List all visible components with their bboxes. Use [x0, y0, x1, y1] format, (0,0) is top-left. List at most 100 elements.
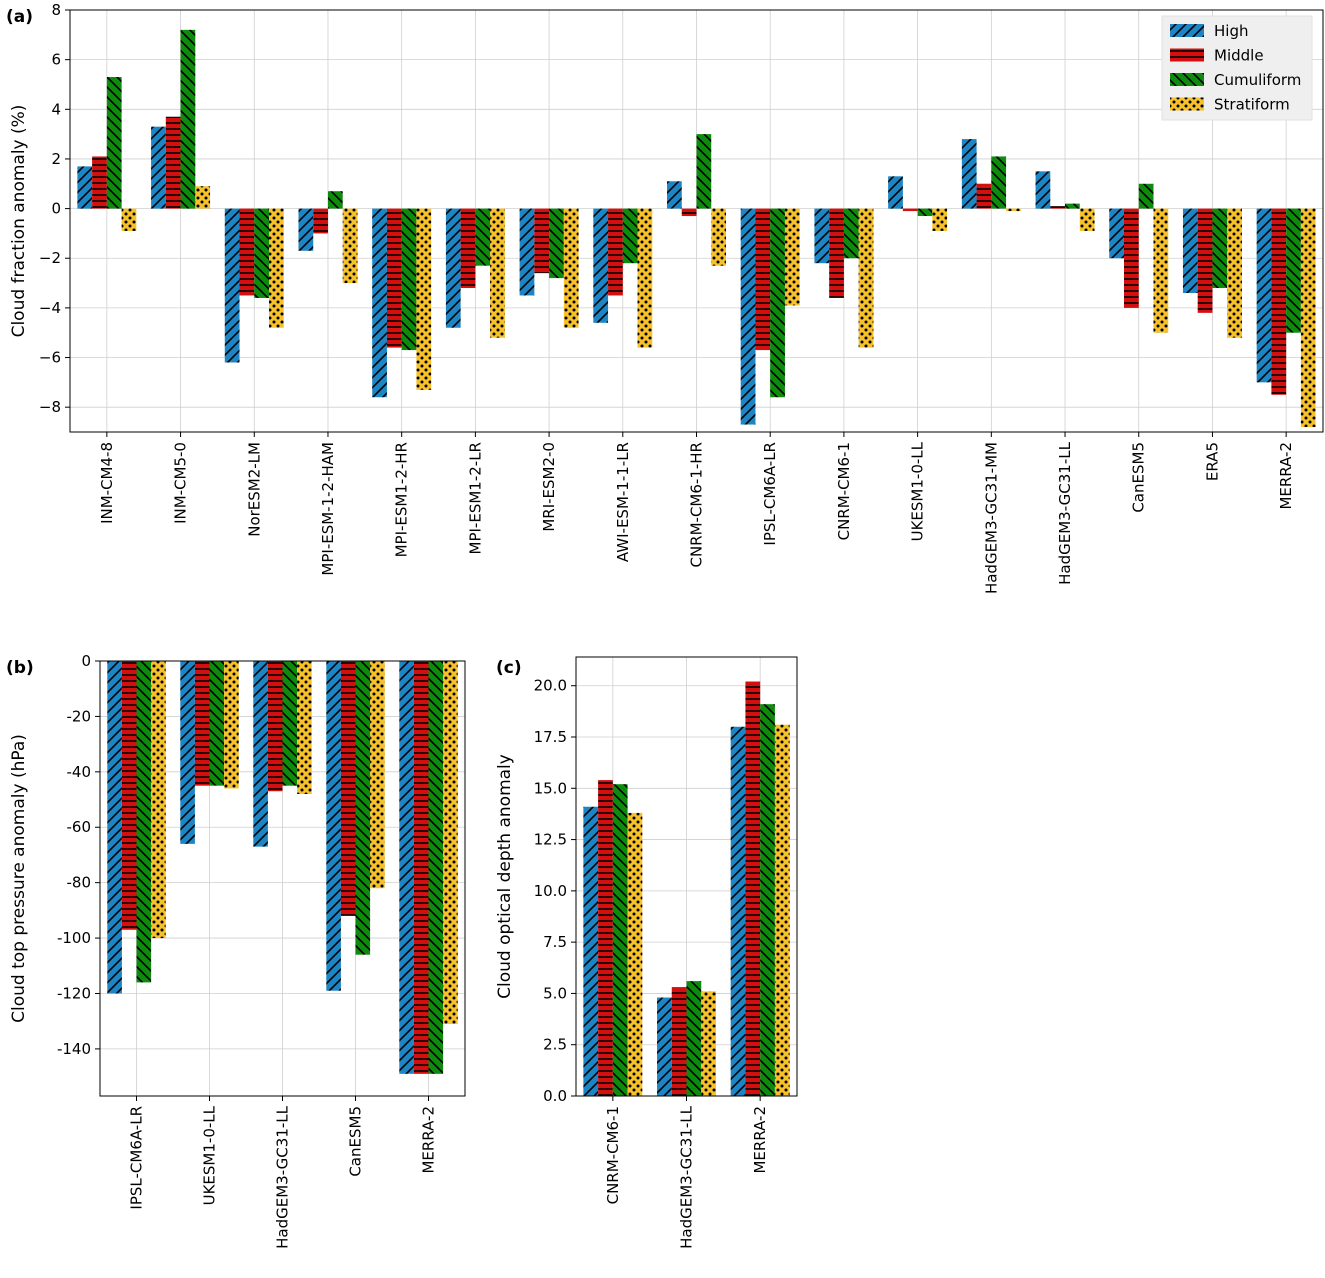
bar-stratiform-merra-2 [443, 661, 458, 1024]
bar-high-hadgem3-gc31-ll [657, 997, 672, 1096]
bar-high-cnrm-cm6-1 [814, 208, 830, 264]
x-tick-label-ipsl-cm6a-lr: IPSL-CM6A-LR [128, 1106, 146, 1210]
bar-middle-era5 [1197, 208, 1213, 313]
bars [107, 661, 458, 1074]
bar-high-hadgem3-gc31-ll [253, 661, 268, 847]
bar-high-awi-esm-1-1-lr [593, 208, 609, 323]
y-tick-label: -20 [67, 707, 92, 725]
bar-cumuliform-era5 [1212, 208, 1228, 289]
bar-middle-merra-2 [745, 681, 761, 1096]
bar-middle-inm-cm5-0 [165, 116, 181, 209]
x-tick-label-hadgem3-gc31-ll: HadGEM3-GC31-LL [274, 1105, 292, 1248]
x-tick-label-mpi-esm1-2-hr: MPI-ESM1-2-HR [393, 442, 411, 557]
y-tick-label: 2.5 [543, 1036, 567, 1054]
y-tick-label: -80 [67, 874, 92, 892]
bar-stratiform-canesm5 [370, 661, 385, 889]
x-tick-label-canesm5: CanESM5 [1130, 442, 1148, 513]
y-tick-label: 2 [51, 150, 61, 168]
legend-label-middle: Middle [1214, 47, 1264, 65]
bar-stratiform-mri-esm2-0 [563, 208, 579, 328]
bar-middle-hadgem3-gc31-ll [671, 987, 687, 1096]
bar-cumuliform-ukesm1-0-ll [917, 208, 933, 217]
bar-middle-cnrm-cm6-1 [829, 208, 844, 298]
bar-middle-mpi-esm-1-2-ham [313, 208, 328, 234]
x-tick-label-mri-esm2-0: MRI-ESM2-0 [540, 442, 558, 532]
bar-cumuliform-mpi-esm1-2-lr [475, 208, 491, 266]
bar-cumuliform-canesm5 [355, 661, 371, 955]
y-tick-label: 4 [51, 100, 61, 118]
bar-high-mpi-esm1-2-hr [372, 208, 387, 398]
bar-middle-ipsl-cm6a-lr [121, 661, 137, 930]
bar-stratiform-merra-2 [774, 724, 790, 1096]
y-tick-label: −2 [39, 249, 61, 267]
y-tick-label: 0 [51, 200, 61, 218]
x-tick-label-merra-2: MERRA-2 [751, 1106, 769, 1174]
x-tick-label-mpi-esm1-2-lr: MPI-ESM1-2-LR [466, 442, 484, 554]
bar-stratiform-ukesm1-0-ll [224, 661, 239, 789]
bar-high-inm-cm4-8 [77, 166, 93, 209]
x-tick-label-hadgem3-gc31-ll: HadGEM3-GC31-LL [678, 1105, 696, 1248]
y-tick-label: 17.5 [534, 728, 567, 746]
bar-stratiform-ukesm1-0-ll [932, 208, 948, 231]
bar-cumuliform-merra-2 [428, 661, 444, 1074]
bar-high-mri-esm2-0 [519, 208, 535, 296]
bar-stratiform-cnrm-cm6-1-hr [711, 208, 726, 266]
bar-middle-mpi-esm1-2-lr [460, 208, 476, 289]
bar-high-inm-cm5-0 [151, 126, 166, 209]
bar-stratiform-canesm5 [1153, 208, 1169, 333]
bar-stratiform-hadgem3-gc31-mm [1006, 208, 1021, 212]
bar-cumuliform-cnrm-cm6-1 [843, 208, 859, 259]
bar-stratiform-hadgem3-gc31-ll [297, 661, 312, 794]
bar-stratiform-mpi-esm1-2-hr [416, 208, 432, 390]
bar-middle-merra-2 [413, 661, 429, 1074]
y-tick-label: −6 [39, 349, 61, 367]
bar-stratiform-noresm2-lm [269, 208, 284, 328]
x-tick-label-awi-esm-1-1-lr: AWI-ESM-1-1-LR [614, 442, 632, 562]
x-tick-label-merra-2: MERRA-2 [420, 1106, 438, 1174]
x-axis: INM-CM4-8 INM-CM5-0 NorESM2-LM MPI-ESM-1-2-… [98, 432, 1295, 594]
bar-stratiform-era5 [1227, 208, 1242, 338]
bar-cumuliform-canesm5 [1138, 183, 1154, 209]
bar-high-mpi-esm1-2-lr [445, 208, 461, 328]
y-axis: −8 −6 −4 −2 0 2 4 6 8 [39, 1, 70, 416]
panel-c: 0.0 2.5 5.0 7.5 10.0 12.5 15.0 17.5 20.0 CNRM-CM6… [495, 656, 798, 1249]
bar-cumuliform-hadgem3-gc31-ll [282, 661, 298, 786]
x-tick-label-era5: ERA5 [1203, 442, 1221, 481]
bar-high-merra-2 [1256, 208, 1272, 383]
x-tick-label-inm-cm5-0: INM-CM5-0 [172, 442, 190, 524]
bar-cumuliform-cnrm-cm6-1 [612, 784, 628, 1096]
y-tick-label: -100 [57, 929, 91, 947]
bar-cumuliform-hadgem3-gc31-ll [686, 981, 702, 1096]
bar-middle-ukesm1-0-ll [194, 661, 210, 786]
bar-cumuliform-hadgem3-gc31-ll [1065, 203, 1080, 209]
legend-swatch-middle [1170, 48, 1204, 62]
panel-label: (b) [6, 658, 34, 678]
bar-middle-cnrm-cm6-1 [598, 780, 613, 1096]
bar-middle-mri-esm2-0 [534, 208, 550, 274]
x-tick-label-hadgem3-gc31-ll: HadGEM3-GC31-LL [1056, 441, 1074, 584]
legend: High Middle Cumuliform Stratiform [1161, 15, 1313, 121]
x-axis: CNRM-CM6-1 HadGEM3-GC31-LL MERRA-2 [604, 1096, 769, 1249]
bar-cumuliform-mri-esm2-0 [549, 208, 564, 279]
bar-stratiform-mpi-esm1-2-lr [490, 208, 505, 338]
y-tick-label: 5.0 [543, 984, 567, 1002]
legend-label-high: High [1214, 22, 1248, 40]
bar-high-merra-2 [730, 726, 746, 1096]
y-tick-label: -60 [67, 818, 92, 836]
y-tick-label: 15.0 [534, 779, 567, 797]
y-axis: 0.0 2.5 5.0 7.5 10.0 12.5 15.0 17.5 20.0 [534, 677, 576, 1105]
bars [77, 29, 1316, 428]
bar-cumuliform-cnrm-cm6-1-hr [696, 134, 712, 209]
bar-cumuliform-awi-esm-1-1-lr [622, 208, 638, 264]
legend-swatch-high [1170, 24, 1204, 37]
x-tick-label-merra-2: MERRA-2 [1277, 442, 1295, 510]
bar-high-ukesm1-0-ll [180, 661, 195, 844]
panel-a: −8 −6 −4 −2 0 2 4 6 8 INM-CM4-8 INM-CM5-0 NorESM2-L… [6, 1, 1324, 594]
y-tick-label: 6 [51, 51, 61, 69]
y-tick-label: 0 [81, 652, 91, 670]
y-tick-label: 8 [51, 1, 61, 19]
bar-middle-ukesm1-0-ll [902, 208, 918, 212]
bar-middle-merra-2 [1271, 208, 1287, 395]
y-tick-label: -120 [57, 984, 91, 1002]
